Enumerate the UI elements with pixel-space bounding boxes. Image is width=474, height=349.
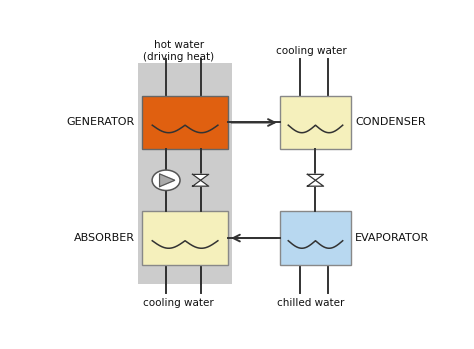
Bar [138, 64, 232, 284]
Polygon shape [308, 174, 324, 180]
Polygon shape [160, 174, 175, 187]
Text: cooling water: cooling water [143, 298, 214, 307]
Bar [142, 211, 228, 265]
Bar [280, 96, 351, 149]
Bar [280, 211, 351, 265]
Polygon shape [192, 180, 209, 186]
Circle shape [152, 170, 180, 191]
Text: GENERATOR: GENERATOR [66, 118, 135, 127]
Text: chilled water: chilled water [277, 298, 345, 307]
Text: CONDENSER: CONDENSER [355, 118, 426, 127]
Text: EVAPORATOR: EVAPORATOR [355, 233, 429, 243]
Text: cooling water: cooling water [275, 46, 346, 56]
Polygon shape [308, 180, 324, 186]
Text: hot water
(driving heat): hot water (driving heat) [143, 40, 214, 62]
Text: ABSORBER: ABSORBER [73, 233, 135, 243]
Polygon shape [192, 174, 209, 180]
Bar [142, 96, 228, 149]
